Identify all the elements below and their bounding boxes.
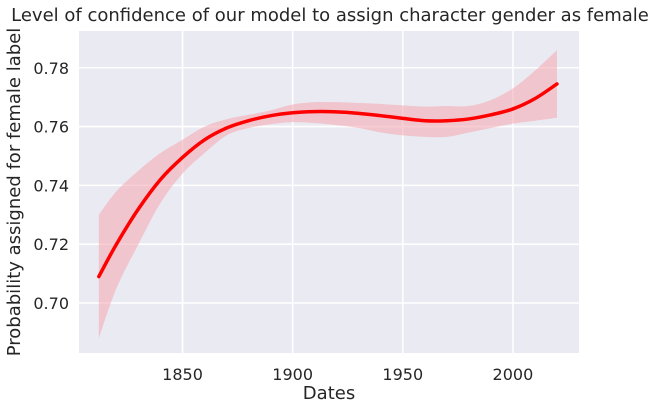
y-axis-label: Probability assigned for female label: [4, 28, 25, 357]
y-tick-label: 0.72: [33, 235, 69, 254]
x-tick-label: 1900: [272, 365, 313, 384]
x-tick-labels: 1850 1900 1950 2000: [162, 365, 533, 384]
x-axis-label: Dates: [303, 383, 355, 404]
y-tick-label: 0.70: [33, 294, 69, 313]
y-tick-labels: 0.70 0.72 0.74 0.76 0.78: [33, 59, 69, 313]
x-tick-label: 1850: [162, 365, 203, 384]
chart-title: Level of confidence of our model to assi…: [11, 5, 649, 26]
series-line: [97, 82, 559, 279]
grid: [79, 31, 579, 353]
x-tick-label: 2000: [493, 365, 534, 384]
y-tick-label: 0.76: [33, 118, 69, 137]
y-tick-label: 0.78: [33, 59, 69, 78]
y-tick-label: 0.74: [33, 176, 69, 195]
x-tick-label: 1950: [382, 365, 423, 384]
